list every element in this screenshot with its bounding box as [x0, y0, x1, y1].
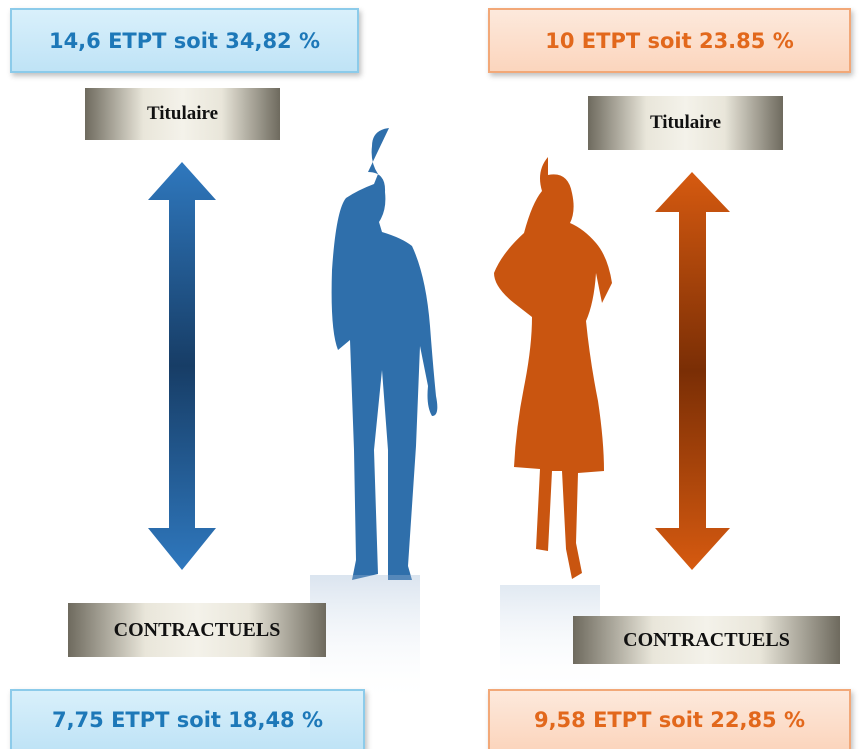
orange-arrow: [655, 172, 730, 570]
reflection: [310, 575, 420, 705]
upper-label: Titulaire: [588, 96, 783, 150]
infographic: 14,6 ETPT soit 34,82 % 10 ETPT soit 23.8…: [0, 0, 863, 749]
upper-label: Titulaire: [85, 88, 280, 140]
man-silhouette: [332, 128, 438, 580]
bottom-box: 9,58 ETPT soit 22,85 %: [488, 689, 851, 749]
bottom-box: 7,75 ETPT soit 18,48 %: [10, 689, 365, 749]
top-box: 10 ETPT soit 23.85 %: [488, 8, 851, 73]
woman-silhouette: [494, 157, 612, 579]
lower-label: CONTRACTUELS: [68, 603, 326, 657]
blue-arrow: [148, 162, 216, 570]
lower-label: CONTRACTUELS: [573, 616, 840, 664]
top-box: 14,6 ETPT soit 34,82 %: [10, 8, 359, 73]
